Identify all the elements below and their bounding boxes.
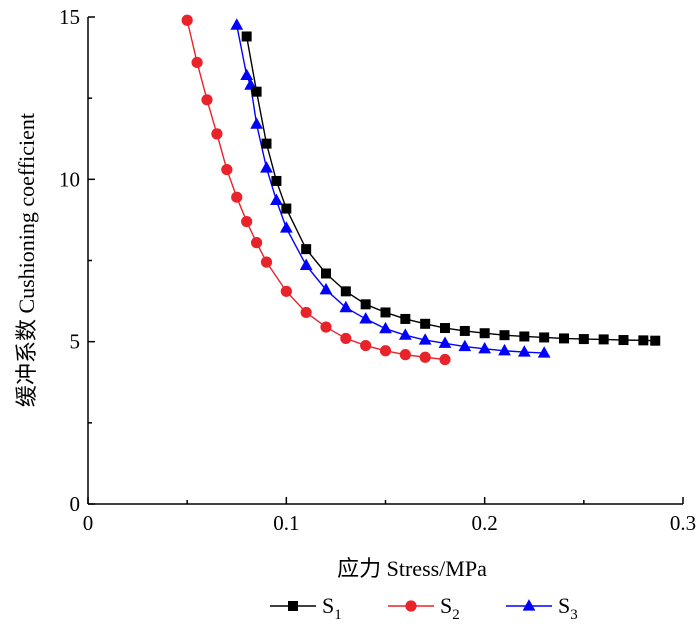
data-point: [321, 268, 331, 279]
data-point: [340, 332, 352, 345]
data-point: [320, 321, 332, 333]
data-point: [359, 312, 373, 324]
data-point: [618, 335, 629, 346]
data-point: [379, 345, 392, 357]
legend-label: S1: [322, 593, 342, 623]
data-point: [380, 307, 391, 318]
data-point: [221, 163, 233, 176]
data-point: [250, 117, 263, 129]
data-point: [339, 300, 353, 313]
legend-entry-s3: S3: [506, 593, 578, 623]
data-point: [360, 299, 371, 310]
data-point: [260, 161, 273, 173]
data-point: [299, 258, 313, 270]
x-tick-label: 0.2: [472, 511, 498, 535]
legend-label: S2: [440, 593, 460, 623]
series-line: [186, 20, 446, 361]
series-line: [236, 24, 545, 354]
data-point: [301, 244, 312, 255]
data-point: [231, 191, 243, 203]
y-tick-label: 10: [59, 167, 80, 191]
data-point: [418, 333, 432, 345]
y-axis-title: 缓冲系数 Cushioning coefficient: [14, 113, 39, 407]
x-tick-label: 0: [83, 511, 94, 535]
data-point: [499, 330, 510, 341]
legend-entry-s2: S2: [388, 593, 460, 623]
y-tick-label: 15: [59, 5, 80, 29]
series-layer: [181, 14, 661, 366]
data-point: [638, 335, 649, 346]
x-tick-label: 0.3: [670, 511, 696, 535]
data-point: [539, 332, 550, 343]
data-point: [459, 325, 470, 336]
data-point: [240, 68, 254, 81]
series-line: [245, 36, 656, 342]
data-point: [191, 56, 203, 69]
data-point: [280, 285, 292, 297]
data-point: [517, 345, 531, 357]
data-point: [420, 318, 431, 329]
legend-entry-s1: S1: [270, 593, 342, 623]
data-point: [498, 343, 511, 356]
data-point: [201, 94, 213, 106]
data-point: [598, 334, 609, 345]
x-tick-label: 0.1: [273, 511, 299, 535]
data-point: [261, 138, 272, 149]
data-point: [398, 328, 412, 340]
legend-marker: [405, 600, 417, 612]
data-point: [300, 306, 312, 319]
data-point: [241, 31, 252, 42]
data-point: [400, 313, 411, 324]
legend: S1 S2 S3: [270, 593, 578, 623]
series-s3: [230, 18, 551, 358]
data-point: [379, 321, 392, 334]
legend-marker: [522, 599, 536, 611]
y-tick-label: 0: [70, 492, 81, 516]
data-point: [519, 331, 530, 342]
data-point: [458, 339, 472, 352]
x-axis-title: 应力 Stress/MPa: [337, 556, 487, 581]
data-point: [340, 286, 351, 297]
data-point: [650, 335, 661, 346]
data-point: [578, 334, 589, 345]
data-point: [211, 128, 223, 140]
y-tick-label: 5: [70, 330, 81, 354]
data-point: [439, 353, 451, 366]
data-point: [271, 175, 282, 186]
data-point: [279, 221, 293, 233]
data-point: [479, 328, 490, 339]
data-point: [440, 323, 450, 334]
legend-label: S3: [558, 593, 578, 623]
data-point: [399, 349, 411, 361]
data-point: [270, 193, 283, 206]
data-point: [181, 14, 193, 26]
data-point: [250, 237, 263, 249]
data-point: [559, 333, 569, 344]
data-point: [281, 203, 292, 214]
data-point: [537, 346, 551, 358]
axes: 0 0.1 0.2 0.3 0 5 10 15: [59, 5, 696, 535]
data-point: [438, 336, 452, 348]
series-s2: [181, 14, 451, 366]
data-point: [230, 18, 244, 30]
data-point: [419, 351, 431, 363]
series-s1: [241, 31, 661, 346]
data-point: [360, 339, 372, 352]
legend-marker: [288, 601, 298, 611]
data-point: [478, 341, 492, 354]
data-point: [241, 215, 253, 228]
data-point: [251, 86, 262, 97]
data-point: [260, 256, 273, 268]
data-point: [319, 282, 333, 295]
